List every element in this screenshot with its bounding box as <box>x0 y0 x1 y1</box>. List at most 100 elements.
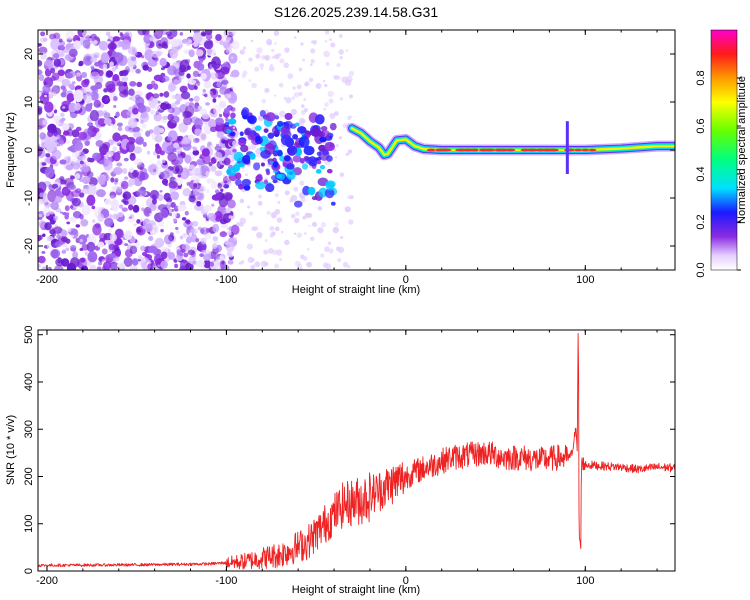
frequency-trace-peak <box>581 148 590 152</box>
spectrogram-cell <box>242 154 251 164</box>
spectrogram-cell <box>90 67 95 71</box>
spectrogram-cell <box>184 210 189 216</box>
spectrogram-cell <box>133 223 137 227</box>
spectrogram-cell <box>219 86 228 95</box>
spectrogram-cell <box>59 211 64 214</box>
spectrogram-cell <box>209 261 215 267</box>
spectrogram-cell <box>252 226 257 232</box>
frequency-trace-peak <box>547 148 560 152</box>
spectrogram-cell <box>92 127 100 133</box>
spectrogram-cell <box>328 248 334 254</box>
spectrogram-cell <box>121 34 125 37</box>
spectrogram-cell <box>278 173 286 181</box>
spectrogram-cell <box>265 112 276 122</box>
spectrogram-cell <box>42 233 46 238</box>
spectrogram-cell <box>248 57 253 62</box>
spectrogram-cell <box>189 97 194 102</box>
spectrogram-cell <box>185 219 191 225</box>
spectrogram-cell <box>132 107 139 115</box>
spectrogram-cell <box>112 146 117 152</box>
snr-line <box>38 332 675 570</box>
spectrogram-cell <box>81 71 88 79</box>
spectrogram-cell <box>86 241 96 253</box>
spectrogram-cell <box>241 178 252 187</box>
spectrogram-xtick-label: 100 <box>576 274 594 286</box>
spectrogram-cell <box>152 198 157 205</box>
spectrogram-cell <box>167 113 174 121</box>
spectrogram-cell <box>299 180 305 186</box>
spectrogram-cell <box>264 55 269 60</box>
spectrogram-cell <box>148 163 159 176</box>
spectrogram-cell <box>90 57 98 63</box>
spectrogram-cell <box>157 100 161 104</box>
spectrogram-cell <box>289 146 298 155</box>
spectrogram-cell <box>75 224 81 228</box>
spectrogram-cell <box>92 219 96 224</box>
spectrogram-cell <box>232 126 236 129</box>
spectrogram-cell <box>328 37 332 42</box>
spectrogram-cell <box>50 211 54 215</box>
spectrogram-cell <box>82 30 92 38</box>
spectrogram-cell <box>298 92 303 96</box>
spectrogram-cell <box>263 128 269 133</box>
spectrogram-cell <box>306 247 310 251</box>
spectrogram-cell <box>206 212 217 221</box>
spectrogram-cell <box>160 260 168 269</box>
spectrogram-cell <box>259 63 265 68</box>
spectrogram-cell <box>226 230 232 236</box>
spectrogram-cell <box>256 231 263 239</box>
spectrogram-cell <box>140 128 144 133</box>
spectrogram-cell <box>100 52 110 64</box>
spectrogram-cell <box>334 222 339 227</box>
spectrogram-cell <box>232 148 237 153</box>
spectrogram-cell <box>168 180 178 189</box>
spectrogram-cell <box>54 188 62 197</box>
spectrogram-cell <box>261 98 267 104</box>
spectrogram-cell <box>242 46 247 50</box>
spectrogram-cell <box>109 61 114 68</box>
spectrogram-cell <box>51 72 60 81</box>
spectrogram-cell <box>211 56 221 70</box>
spectrogram-cell <box>192 70 199 78</box>
colorbar-tick-label: 0.4 <box>695 166 707 181</box>
spectrogram-cell <box>214 145 222 151</box>
spectrogram-cell <box>180 91 191 100</box>
spectrogram-cell <box>342 261 349 268</box>
spectrogram-cell <box>245 173 248 177</box>
colorbar: 0.0 0.2 0.4 0.6 0.8 Normalized spectral ampl… <box>695 29 748 278</box>
spectrogram-cell <box>39 132 46 140</box>
spectrogram-cell <box>214 189 220 194</box>
spectrogram-cell <box>60 112 65 117</box>
spectrogram-cell <box>192 188 199 196</box>
spectrogram-cell <box>340 235 344 239</box>
spectrogram-cell <box>345 152 350 156</box>
spectrogram-cell <box>161 41 168 47</box>
spectrogram-cell <box>93 99 102 108</box>
spectrogram-cell <box>308 156 317 165</box>
spectrogram-cell <box>205 249 210 253</box>
spectrogram-cell <box>93 54 98 59</box>
spectrogram-xtick-label: 0 <box>403 274 409 286</box>
spectrogram-cell <box>292 155 302 163</box>
spectrogram-cell <box>348 219 354 225</box>
spectrogram-cell <box>61 78 71 87</box>
spectrogram-cell <box>120 180 129 190</box>
spectrogram-cell <box>112 213 120 220</box>
spectrogram-cell <box>236 222 241 227</box>
spectrogram-cell <box>112 74 120 82</box>
spectrogram-cell <box>338 49 345 55</box>
spectrogram-cell <box>173 205 179 212</box>
spectrogram-cell <box>170 212 178 218</box>
snr-axes: -200 -100 0 100 0 100 200 300 400 500 <box>23 326 675 587</box>
spectrogram-cell <box>114 256 120 262</box>
spectrogram-cell <box>327 241 332 245</box>
spectrogram-cell <box>195 138 200 142</box>
spectrogram-cell <box>110 199 119 210</box>
spectrogram-cell <box>203 80 212 89</box>
spectrogram-cell <box>147 263 153 270</box>
spectrogram-cell <box>58 38 63 43</box>
spectrogram-cell <box>265 183 275 193</box>
spectrogram-cell <box>80 257 86 263</box>
spectrogram-cell <box>81 176 91 184</box>
